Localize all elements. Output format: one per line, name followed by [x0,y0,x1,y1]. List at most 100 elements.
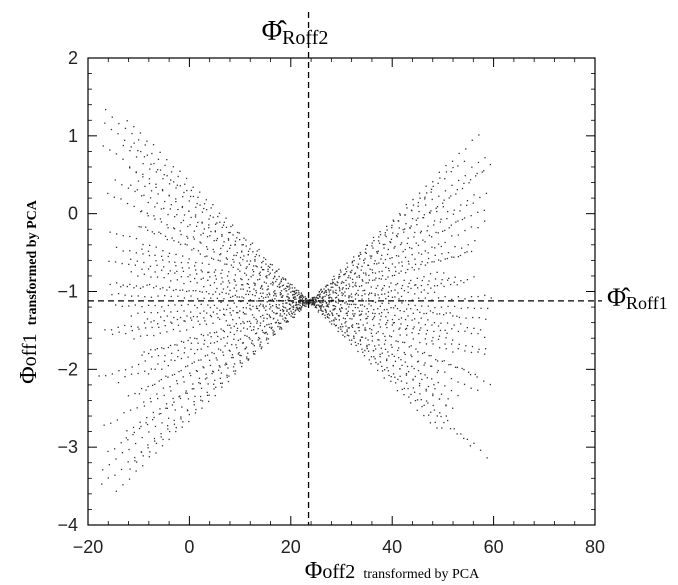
data-point [226,342,228,344]
data-point [429,310,432,312]
data-point [348,283,350,285]
data-point [366,308,368,310]
data-point [276,270,278,272]
data-point [217,215,219,218]
data-point [322,313,324,315]
data-point [194,395,196,398]
data-point [340,304,342,306]
data-point [160,232,162,235]
data-point [120,468,123,471]
data-point [149,397,151,400]
data-point [193,404,195,406]
data-point [333,305,335,307]
data-point [400,359,402,361]
data-point [120,286,122,288]
data-point [477,161,480,164]
data-point [291,306,293,308]
data-point [411,319,413,321]
data-point [223,313,225,316]
data-point [236,347,238,349]
data-point [231,356,233,359]
data-point [177,208,179,211]
data-point [461,218,464,221]
data-point [408,346,410,348]
data-point [224,345,226,347]
data-point [190,348,192,350]
data-point [341,292,343,294]
data-point [124,294,126,296]
data-point [410,308,412,310]
y-axis-label-symbol: Φ [16,366,42,384]
data-point [423,364,425,366]
data-point [121,452,124,454]
data-point [275,312,278,315]
data-point [227,239,230,241]
data-point [391,257,393,259]
y-tick-label: −3 [57,437,78,457]
data-point [149,283,151,286]
data-point [126,202,129,205]
data-point [154,383,156,385]
data-point [204,378,207,380]
data-point [301,294,303,296]
data-point [246,328,248,330]
data-point [425,333,427,335]
data-point [133,205,135,208]
data-point [197,320,199,322]
data-point [395,340,397,342]
data-point [376,251,378,253]
data-point [125,437,127,439]
data-point [133,142,135,144]
data-point [351,269,353,272]
data-point [466,279,469,281]
data-point [228,293,230,295]
data-point [309,302,311,304]
data-point [302,296,304,298]
data-point [154,271,156,273]
data-point [424,362,426,364]
data-point [276,307,278,309]
data-point [429,273,432,275]
data-point [425,388,427,390]
data-point [320,309,322,311]
data-point [190,374,192,377]
data-point [107,192,109,195]
data-point [296,304,298,306]
data-point [132,433,134,436]
data-point [377,240,380,242]
data-point [334,308,336,310]
data-point [437,369,439,372]
data-point [228,282,231,284]
data-point [442,202,444,204]
data-point [365,337,367,339]
data-point [390,380,392,382]
data-point [187,410,189,412]
data-point [439,177,441,179]
data-point [359,258,361,260]
data-point [340,328,342,330]
data-point [187,237,189,239]
data-point [440,260,442,262]
data-point [220,372,222,374]
data-point [305,303,307,305]
data-point [271,264,273,266]
data-point [391,227,393,229]
data-point [436,271,438,273]
data-point [138,328,140,330]
data-point [370,363,372,365]
data-point [252,274,254,276]
data-point [437,243,440,245]
data-point [451,160,454,162]
data-point [375,287,377,289]
data-point [202,334,205,337]
data-point [333,308,335,310]
data-point [451,256,453,258]
data-point [418,268,420,270]
data-point [180,340,183,343]
data-point [108,464,110,466]
data-point [334,291,336,294]
data-point [268,292,270,294]
data-point [330,323,333,325]
data-point [291,290,293,292]
